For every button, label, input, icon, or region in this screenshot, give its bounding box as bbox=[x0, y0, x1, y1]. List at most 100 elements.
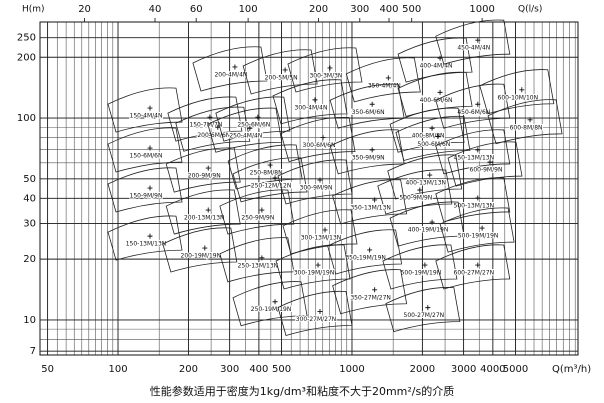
model-label: 600-10M/10N bbox=[498, 94, 539, 101]
design-point bbox=[367, 247, 373, 253]
model-label: 300-6M/6N bbox=[303, 142, 336, 149]
performance-region bbox=[435, 19, 511, 65]
design-point bbox=[147, 145, 153, 151]
performance-region bbox=[107, 127, 183, 173]
model-label: 500-13M/13N bbox=[454, 202, 495, 209]
design-point bbox=[372, 197, 378, 203]
performance-region bbox=[107, 167, 183, 213]
performance-region bbox=[447, 141, 523, 187]
model-label: 150-7M/7N bbox=[189, 122, 222, 129]
design-point bbox=[385, 75, 391, 81]
model-label: 500-9M/9N bbox=[399, 194, 432, 201]
design-point bbox=[247, 125, 253, 131]
model-label: 500-19M/19N bbox=[458, 233, 499, 240]
design-point bbox=[475, 262, 481, 268]
design-point bbox=[435, 133, 441, 139]
design-point bbox=[487, 159, 493, 165]
design-point bbox=[282, 67, 288, 73]
x-tick-label: 400 bbox=[249, 364, 268, 375]
y-tick-label: 250 bbox=[17, 33, 36, 44]
design-point bbox=[527, 117, 533, 123]
performance-region bbox=[389, 201, 465, 247]
caption: 性能参数适用于密度为1kg/dm³和粘度不大于20mm²/s的介质 bbox=[150, 384, 454, 398]
performance-region bbox=[389, 107, 465, 153]
performance-region bbox=[162, 227, 238, 273]
model-label: 500-27M/27N bbox=[404, 312, 445, 319]
design-point bbox=[475, 195, 481, 201]
design-point bbox=[267, 162, 273, 168]
y-tick-label: 30 bbox=[23, 219, 36, 230]
y-tick-label: 20 bbox=[23, 254, 36, 265]
design-point bbox=[312, 97, 318, 103]
design-point bbox=[422, 262, 428, 268]
model-label: 500-6M/6N bbox=[417, 141, 450, 148]
performance-region bbox=[332, 179, 408, 225]
x-tick-label: 1000 bbox=[339, 364, 364, 375]
x-tick-label: 100 bbox=[108, 364, 127, 375]
model-label: 250-8M/8N bbox=[250, 170, 283, 177]
model-label: 200-5M/5N bbox=[265, 74, 298, 81]
design-point bbox=[147, 233, 153, 239]
x2-tick-label: 400 bbox=[379, 4, 398, 15]
model-label: 250-9M/9N bbox=[241, 215, 274, 222]
performance-region bbox=[242, 49, 318, 95]
x2-tick-label: 1000 bbox=[469, 4, 494, 15]
model-label: 300-13M/13N bbox=[301, 234, 342, 241]
x-tick-label: 5000 bbox=[503, 364, 528, 375]
performance-region bbox=[277, 159, 353, 205]
x-tick-label: 500 bbox=[272, 364, 291, 375]
design-point bbox=[327, 65, 333, 71]
performance-region bbox=[377, 169, 453, 215]
x2-tick-label: 200 bbox=[309, 4, 328, 15]
design-point bbox=[519, 87, 525, 93]
design-point bbox=[317, 309, 323, 315]
model-label: 250-12M/12N bbox=[251, 182, 292, 189]
design-point bbox=[202, 245, 208, 251]
performance-region bbox=[227, 144, 303, 190]
performance-region bbox=[219, 237, 295, 283]
y-axis-label: H(m) bbox=[22, 5, 45, 15]
model-label: 400-8M/8N bbox=[412, 133, 445, 140]
performance-region bbox=[397, 37, 473, 83]
performance-region bbox=[107, 87, 183, 133]
performance-region bbox=[275, 244, 351, 290]
performance-region bbox=[435, 83, 511, 129]
design-point bbox=[255, 114, 261, 120]
performance-region bbox=[332, 269, 408, 315]
performance-region bbox=[167, 96, 243, 142]
performance-region bbox=[215, 96, 291, 142]
design-point bbox=[369, 101, 375, 107]
design-point bbox=[272, 299, 278, 305]
x-tick-label: 300 bbox=[220, 364, 239, 375]
y-tick-label: 40 bbox=[23, 193, 36, 204]
model-label: 450-6M/6N bbox=[457, 109, 490, 116]
model-label: 400-4M/4N bbox=[420, 63, 453, 70]
model-label: 450-4M/4N bbox=[457, 45, 490, 52]
y-tick-label: 100 bbox=[17, 113, 36, 124]
design-point bbox=[369, 147, 375, 153]
model-label: 300-4M/4N bbox=[295, 104, 328, 111]
performance-region bbox=[487, 99, 563, 145]
model-label: 600-8M/8N bbox=[510, 124, 543, 131]
performance-region bbox=[232, 281, 308, 327]
model-label: 150-6M/6N bbox=[130, 153, 163, 160]
x-tick-label: 200 bbox=[179, 364, 198, 375]
model-label: 600-9M/9N bbox=[470, 167, 503, 174]
model-label: 500-19M/19N bbox=[401, 270, 442, 277]
model-label: 150-4M/4N bbox=[130, 113, 163, 120]
performance-region bbox=[280, 116, 356, 163]
design-point bbox=[429, 219, 435, 225]
design-point bbox=[315, 262, 321, 268]
model-label: 350-13M/13N bbox=[350, 204, 391, 211]
design-point bbox=[259, 207, 265, 213]
model-label: 450-13M/13N bbox=[454, 154, 495, 161]
design-point bbox=[205, 165, 211, 171]
model-label: 250-6M/6N bbox=[237, 122, 270, 129]
performance-region bbox=[272, 79, 348, 125]
model-label: 300-3M/3N bbox=[309, 72, 342, 79]
performance-region bbox=[165, 189, 241, 235]
x2-tick-label: 40 bbox=[149, 4, 162, 15]
x-tick-label: 3000 bbox=[451, 364, 476, 375]
design-point bbox=[232, 64, 238, 70]
model-label: 350-27M/27N bbox=[350, 294, 391, 301]
